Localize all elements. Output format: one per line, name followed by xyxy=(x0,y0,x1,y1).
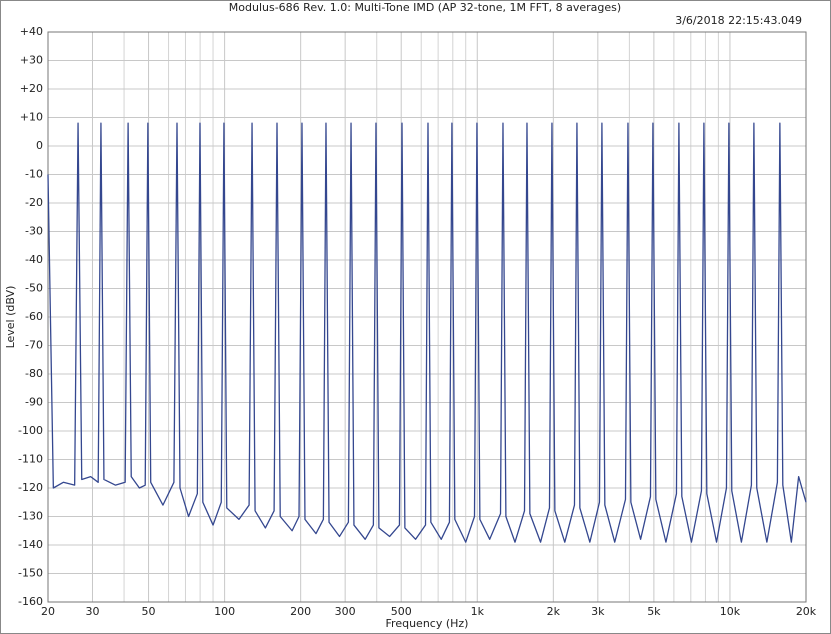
y-tick-label: -90 xyxy=(25,396,43,409)
y-tick-label: -150 xyxy=(18,567,43,580)
x-tick-label: 2k xyxy=(547,605,561,618)
y-tick-label: -120 xyxy=(18,481,43,494)
y-tick-label: -60 xyxy=(25,310,43,323)
y-tick-label: +40 xyxy=(20,25,43,38)
y-tick-label: +10 xyxy=(20,111,43,124)
plot-border xyxy=(47,31,807,603)
spectrum-line xyxy=(47,122,807,543)
x-tick-label: 10k xyxy=(720,605,741,618)
x-tick-label: 100 xyxy=(214,605,235,618)
y-tick-label: -100 xyxy=(18,424,43,437)
x-tick-label: 500 xyxy=(391,605,412,618)
x-tick-label: 5k xyxy=(647,605,661,618)
x-tick-label: 300 xyxy=(335,605,356,618)
y-tick-label: -140 xyxy=(18,538,43,551)
x-tick-label: 20k xyxy=(796,605,817,618)
y-tick-label: -40 xyxy=(25,253,43,266)
y-tick-label: -80 xyxy=(25,367,43,380)
y-tick-label: -70 xyxy=(25,339,43,352)
x-tick-label: 1k xyxy=(471,605,485,618)
y-tick-label: -10 xyxy=(25,168,43,181)
y-tick-label: -130 xyxy=(18,510,43,523)
x-tick-label: 20 xyxy=(41,605,55,618)
y-tick-label: -110 xyxy=(18,453,43,466)
x-tick-label: 50 xyxy=(142,605,156,618)
chart-title: Modulus-686 Rev. 1.0: Multi-Tone IMD (AP… xyxy=(229,1,621,14)
y-axis-label: Level (dBV) xyxy=(4,286,17,349)
x-tick-label: 200 xyxy=(290,605,311,618)
x-tick-label: 30 xyxy=(85,605,99,618)
timestamp: 3/6/2018 22:15:43.049 xyxy=(675,14,802,27)
x-tick-label: 3k xyxy=(591,605,605,618)
y-tick-label: +30 xyxy=(20,54,43,67)
y-tick-label: -160 xyxy=(18,595,43,608)
y-tick-label: -50 xyxy=(25,282,43,295)
y-tick-label: +20 xyxy=(20,82,43,95)
y-tick-label: 0 xyxy=(36,139,43,152)
y-tick-label: -30 xyxy=(25,225,43,238)
x-axis-label: Frequency (Hz) xyxy=(386,617,469,630)
y-tick-label: -20 xyxy=(25,196,43,209)
